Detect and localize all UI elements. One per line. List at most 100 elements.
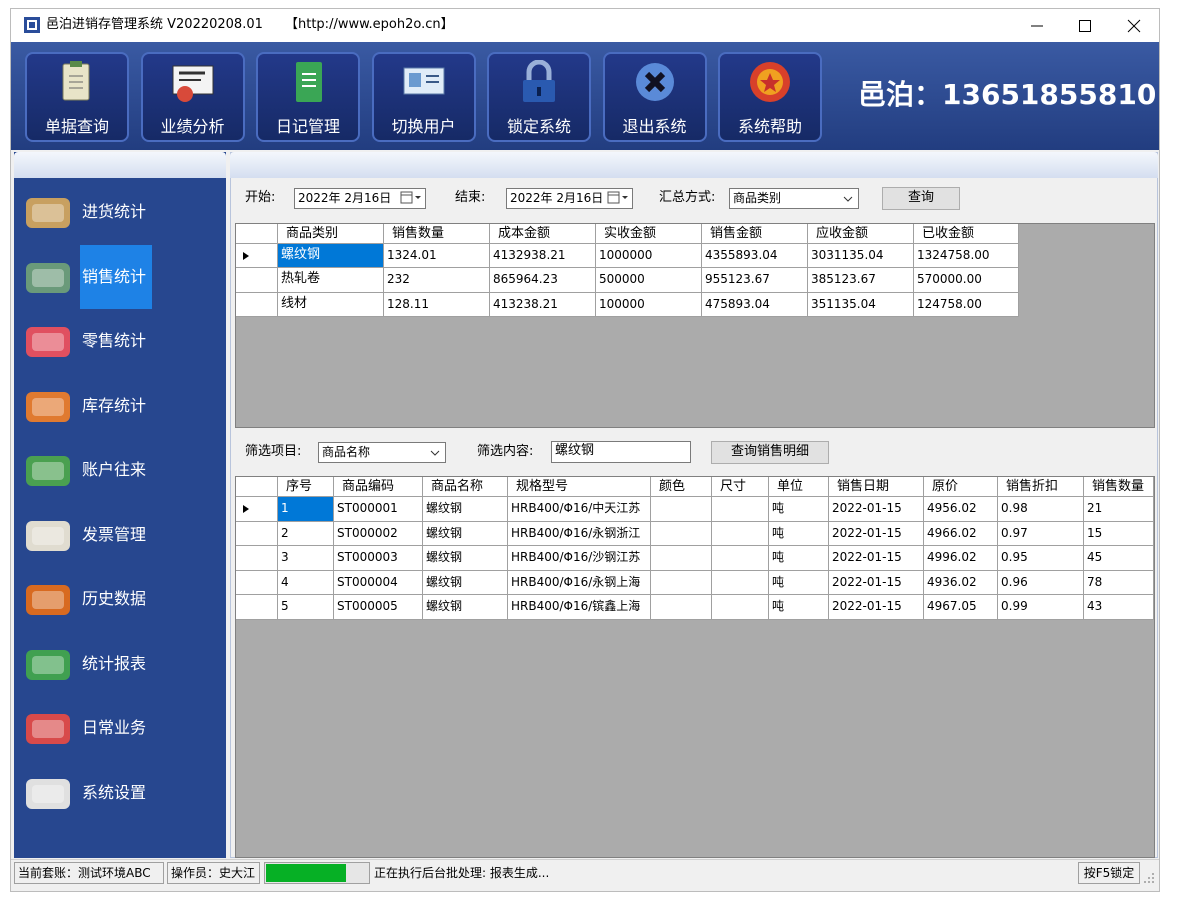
table-cell[interactable]: 570000.00 [914,268,1019,293]
table-cell[interactable]: 100000 [596,292,702,317]
table-cell[interactable]: 3 [278,546,334,571]
toolbar-button-label: 锁定系统 [506,117,571,136]
table-cell[interactable]: 2022-01-15 [829,595,924,620]
table-cell[interactable]: 0.95 [998,546,1084,571]
table-cell[interactable]: HRB400/Φ16/永钢浙江 [508,521,651,546]
table-cell[interactable]: 3031135.04 [808,244,914,269]
table-cell[interactable]: HRB400/Φ16/永钢上海 [508,570,651,595]
table-cell[interactable]: 475893.04 [702,292,808,317]
table-cell[interactable]: 螺纹钢 [423,595,508,620]
table-cell[interactable] [651,595,712,620]
table-cell[interactable]: 2022-01-15 [829,521,924,546]
table-cell[interactable]: 1 [278,497,334,522]
table-cell[interactable] [712,521,769,546]
date-picker[interactable]: 2022年 2月16日 [294,188,426,209]
date-picker[interactable]: 2022年 2月16日 [506,188,633,209]
sidebar-item[interactable]: 统计报表 [82,653,147,673]
toolbar-button[interactable] [371,52,476,142]
table-cell[interactable]: 4996.02 [924,546,998,571]
table-cell[interactable]: 4967.05 [924,595,998,620]
status-lock[interactable]: 按F5锁定 [1078,862,1140,884]
table-cell[interactable]: 2022-01-15 [829,570,924,595]
table-cell[interactable]: 吨 [769,595,829,620]
table-cell[interactable]: 124758.00 [914,292,1019,317]
table-cell[interactable]: ST000002 [334,521,423,546]
table-cell[interactable]: 2 [278,521,334,546]
sidebar-item[interactable]: 库存统计 [82,395,147,415]
sidebar-item[interactable]: 进货统计 [82,202,147,221]
table-cell[interactable]: 500000 [596,268,702,293]
table-cell[interactable]: 955123.67 [702,268,808,293]
window-controls[interactable] [1025,14,1155,38]
sidebar-item[interactable]: 历史数据 [82,589,147,608]
table-cell[interactable]: 4936.02 [924,570,998,595]
toolbar-icon [750,62,790,102]
table-cell[interactable]: 吨 [769,497,829,522]
table-cell[interactable]: 43 [1084,595,1154,620]
table-cell[interactable]: 吨 [769,521,829,546]
table-cell[interactable]: 5 [278,595,334,620]
sidebar-item[interactable]: 账户往来 [82,460,147,479]
table-cell[interactable]: 0.96 [998,570,1084,595]
table-cell[interactable]: 吨 [769,570,829,595]
table-cell[interactable]: 78 [1084,570,1154,595]
table-cell[interactable] [712,497,769,522]
select[interactable]: 商品类别 [729,188,859,209]
table-cell[interactable]: 865964.23 [490,268,596,293]
select[interactable]: 商品名称 [318,442,446,463]
button[interactable]: 查询 [882,187,960,210]
row-pointer [243,505,249,514]
table-cell[interactable]: ST000003 [334,546,423,571]
table-cell[interactable]: 4132938.21 [490,244,596,269]
sidebar-item[interactable]: 零售统计 [82,331,147,350]
table-cell[interactable]: 4355893.04 [702,244,808,269]
table-cell[interactable] [712,595,769,620]
table-cell[interactable]: HRB400/Φ16/镔鑫上海 [508,595,651,620]
table-cell[interactable]: 21 [1084,497,1154,522]
table-cell[interactable]: ST000004 [334,570,423,595]
toolbar-button-label: 业绩分析 [160,117,225,136]
sidebar-item[interactable]: 发票管理 [82,524,147,544]
table-cell[interactable]: 0.98 [998,497,1084,522]
table-cell[interactable]: 1324758.00 [914,244,1019,269]
table-cell[interactable]: 螺纹钢 [278,244,384,269]
table-cell[interactable]: 1324.01 [384,244,490,269]
table-cell[interactable]: 128.11 [384,292,490,317]
table-cell[interactable] [651,546,712,571]
table-cell[interactable]: HRB400/Φ16/中天江苏 [508,497,651,522]
table-cell[interactable]: 385123.67 [808,268,914,293]
table-cell[interactable] [712,570,769,595]
table-cell[interactable]: 413238.21 [490,292,596,317]
table-cell[interactable]: 线材 [278,292,384,317]
table-cell[interactable] [712,546,769,571]
sidebar-item[interactable]: 销售统计 [82,266,147,286]
table-cell[interactable]: 15 [1084,521,1154,546]
sidebar-item[interactable]: 系统设置 [82,782,147,802]
table-cell[interactable]: 232 [384,268,490,293]
table-cell[interactable]: 热轧卷 [278,268,384,293]
table-cell[interactable]: 351135.04 [808,292,914,317]
table-cell[interactable]: 45 [1084,546,1154,571]
table-cell[interactable]: 0.97 [998,521,1084,546]
table-cell[interactable]: HRB400/Φ16/沙钢江苏 [508,546,651,571]
table-cell[interactable]: 螺纹钢 [423,546,508,571]
table-cell[interactable]: ST000005 [334,595,423,620]
table-cell[interactable]: 4956.02 [924,497,998,522]
table-cell[interactable]: 螺纹钢 [423,570,508,595]
table-cell[interactable]: 1000000 [596,244,702,269]
table-cell[interactable]: 螺纹钢 [423,497,508,522]
table-cell[interactable]: 0.99 [998,595,1084,620]
table-cell[interactable] [651,521,712,546]
sidebar-item[interactable]: 日常业务 [82,718,147,737]
table-cell[interactable] [651,497,712,522]
text-input[interactable]: 螺纹钢 [551,441,691,463]
table-cell[interactable]: ST000001 [334,497,423,522]
table-cell[interactable]: 吨 [769,546,829,571]
table-cell[interactable]: 4966.02 [924,521,998,546]
table-cell[interactable] [651,570,712,595]
table-cell[interactable]: 2022-01-15 [829,497,924,522]
table-cell[interactable]: 2022-01-15 [829,546,924,571]
table-cell[interactable]: 螺纹钢 [423,521,508,546]
table-cell[interactable]: 4 [278,570,334,595]
button[interactable]: 查询销售明细 [711,441,829,464]
